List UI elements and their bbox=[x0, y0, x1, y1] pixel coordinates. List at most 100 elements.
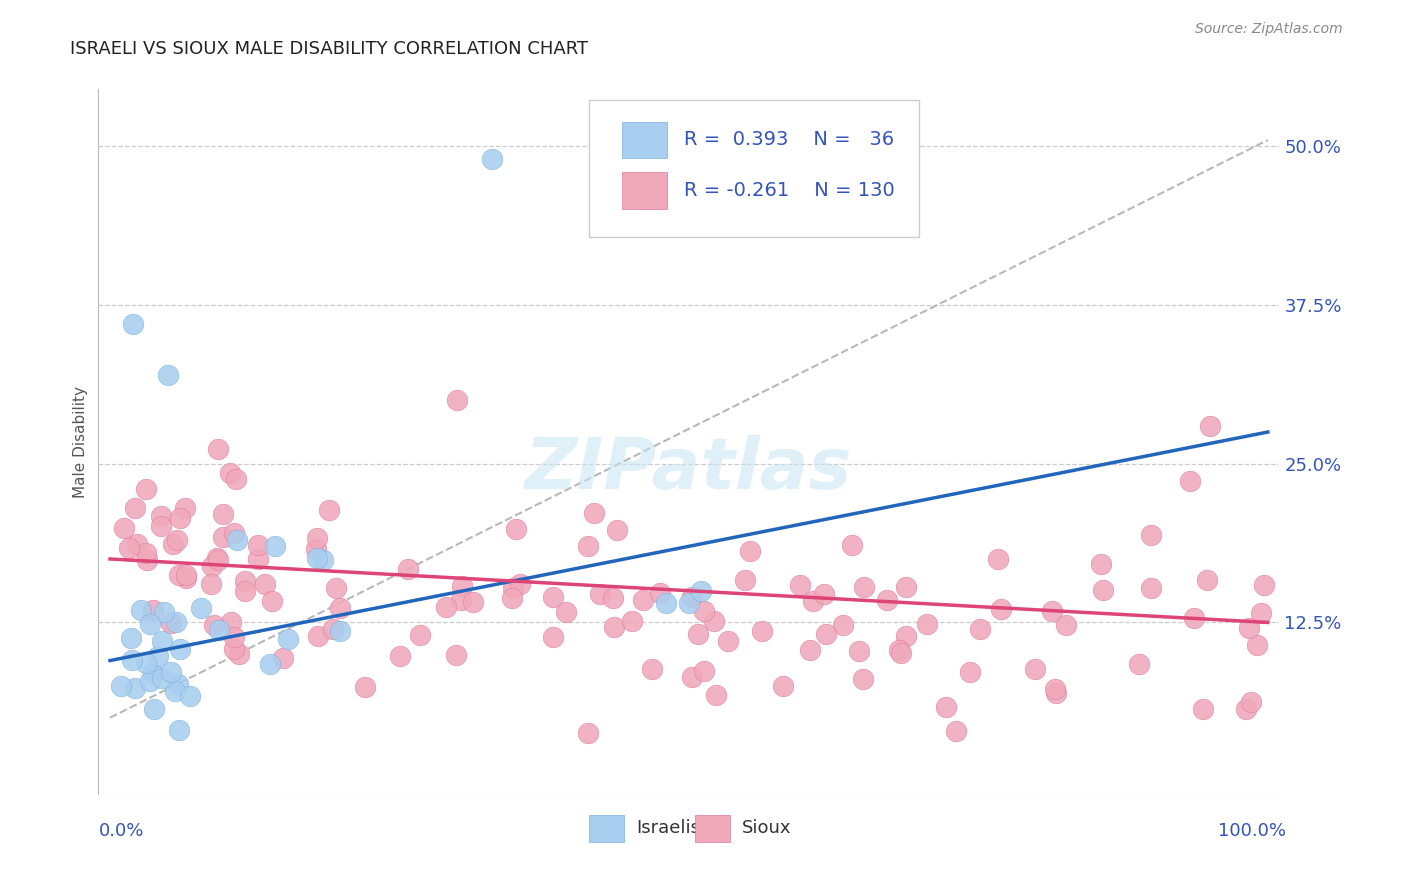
Point bbox=[751, 624, 773, 638]
Point bbox=[1140, 528, 1163, 542]
Point bbox=[190, 601, 212, 615]
Point bbox=[277, 632, 299, 646]
Text: R = -0.261    N = 130: R = -0.261 N = 130 bbox=[685, 181, 896, 200]
Point bbox=[396, 562, 419, 576]
Point bbox=[135, 657, 157, 671]
Point bbox=[150, 508, 173, 523]
Point bbox=[1140, 581, 1163, 595]
Point bbox=[554, 606, 576, 620]
Point bbox=[1045, 686, 1067, 700]
FancyBboxPatch shape bbox=[589, 100, 920, 237]
Point bbox=[1043, 682, 1066, 697]
Point bbox=[169, 510, 191, 524]
Bar bbox=[621, 121, 666, 158]
Point bbox=[307, 550, 329, 565]
Point bbox=[801, 593, 824, 607]
Point bbox=[890, 646, 912, 660]
Point bbox=[576, 539, 599, 553]
Point bbox=[463, 595, 485, 609]
Point bbox=[160, 665, 183, 680]
Point bbox=[1240, 695, 1263, 709]
Point bbox=[156, 368, 179, 382]
Point bbox=[263, 539, 285, 553]
Point bbox=[1178, 475, 1201, 489]
Point bbox=[169, 642, 191, 657]
Point bbox=[894, 580, 917, 594]
Point bbox=[602, 591, 624, 605]
Point bbox=[969, 622, 991, 636]
Point bbox=[305, 541, 328, 556]
Point bbox=[219, 615, 242, 629]
Point bbox=[329, 624, 352, 638]
Bar bbox=[621, 172, 666, 209]
Point bbox=[738, 543, 761, 558]
Point bbox=[841, 538, 863, 552]
Point bbox=[915, 617, 938, 632]
Point bbox=[1246, 638, 1268, 652]
Point bbox=[990, 601, 1012, 615]
Text: 100.0%: 100.0% bbox=[1219, 822, 1286, 839]
Point bbox=[799, 642, 821, 657]
Point bbox=[945, 723, 967, 738]
Point bbox=[541, 591, 564, 605]
Point bbox=[814, 626, 837, 640]
Point bbox=[127, 536, 149, 550]
Point bbox=[167, 723, 190, 738]
Point bbox=[226, 533, 249, 547]
Point bbox=[446, 393, 468, 408]
Point bbox=[167, 677, 190, 691]
Point bbox=[606, 524, 628, 538]
Point bbox=[481, 152, 503, 166]
Point bbox=[166, 533, 188, 548]
Point bbox=[887, 643, 910, 657]
Point bbox=[734, 573, 756, 587]
Point bbox=[224, 641, 246, 656]
Point bbox=[505, 523, 527, 537]
Text: 0.0%: 0.0% bbox=[98, 822, 143, 839]
Point bbox=[212, 507, 235, 521]
Point bbox=[329, 600, 352, 615]
Point bbox=[260, 593, 283, 607]
Point bbox=[307, 629, 329, 643]
Point bbox=[692, 604, 714, 618]
Point bbox=[1182, 611, 1205, 625]
Point bbox=[876, 593, 898, 607]
Bar bbox=[695, 815, 730, 842]
Point bbox=[165, 683, 187, 698]
Point bbox=[688, 626, 710, 640]
Point bbox=[318, 502, 340, 516]
Point bbox=[222, 525, 245, 540]
Text: R =  0.393    N =   36: R = 0.393 N = 36 bbox=[685, 130, 894, 150]
Text: Israelis: Israelis bbox=[636, 820, 700, 838]
Point bbox=[110, 679, 132, 693]
Point bbox=[848, 644, 870, 658]
Point bbox=[174, 568, 197, 582]
Point bbox=[543, 630, 565, 644]
Point bbox=[852, 580, 875, 594]
Point bbox=[322, 622, 344, 636]
Point bbox=[1054, 617, 1077, 632]
Point bbox=[582, 506, 605, 520]
Point bbox=[129, 602, 152, 616]
Point bbox=[589, 587, 612, 601]
Point bbox=[205, 550, 228, 565]
Point bbox=[1237, 622, 1260, 636]
Point bbox=[1191, 702, 1213, 716]
Point bbox=[1253, 577, 1275, 591]
Point bbox=[271, 651, 294, 665]
Point bbox=[254, 577, 277, 591]
Point bbox=[202, 618, 225, 632]
Point bbox=[219, 466, 242, 480]
Point bbox=[207, 442, 229, 457]
Point bbox=[136, 552, 159, 566]
Point bbox=[121, 653, 143, 667]
Point bbox=[135, 483, 157, 497]
Text: Source: ZipAtlas.com: Source: ZipAtlas.com bbox=[1195, 22, 1343, 37]
Point bbox=[576, 726, 599, 740]
Point bbox=[509, 577, 531, 591]
Point bbox=[225, 472, 247, 486]
Point bbox=[142, 702, 165, 716]
Point bbox=[162, 536, 184, 550]
Point bbox=[501, 591, 523, 605]
Point bbox=[832, 617, 855, 632]
